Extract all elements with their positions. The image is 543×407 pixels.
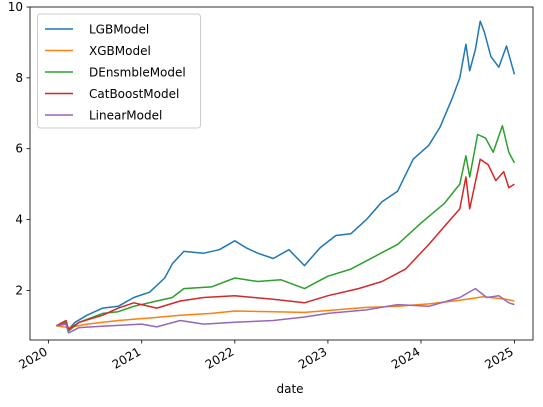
plot-frame [29, 6, 534, 341]
y-tick-label-0: 2 [15, 283, 23, 297]
series-line-3 [55, 158, 515, 331]
y-axis: 2 4 6 8 10 [8, 0, 30, 297]
series-line-0 [56, 20, 516, 331]
legend-label-3: CatBoostModel [89, 87, 179, 101]
series-line-1 [56, 296, 515, 329]
y-tick-label-4: 10 [8, 0, 23, 14]
y-tick-label-3: 8 [15, 71, 23, 85]
y-tick-label-1: 4 [15, 213, 23, 227]
legend-label-2: DEnsmbleModel [89, 66, 186, 80]
x-axis-label: date [276, 382, 303, 396]
legend: LGBModel XGBModel DEnsmbleModel CatBoostMod… [37, 13, 201, 129]
legend-label-1: XGBModel [89, 44, 151, 58]
plot-lines [55, 20, 516, 334]
series-line-2 [56, 124, 516, 332]
y-tick-label-2: 6 [15, 142, 23, 156]
series-line-4 [56, 287, 515, 334]
legend-box [37, 13, 201, 129]
legend-label-4: LinearModel [89, 109, 162, 123]
legend-label-0: LGBModel [89, 23, 149, 37]
